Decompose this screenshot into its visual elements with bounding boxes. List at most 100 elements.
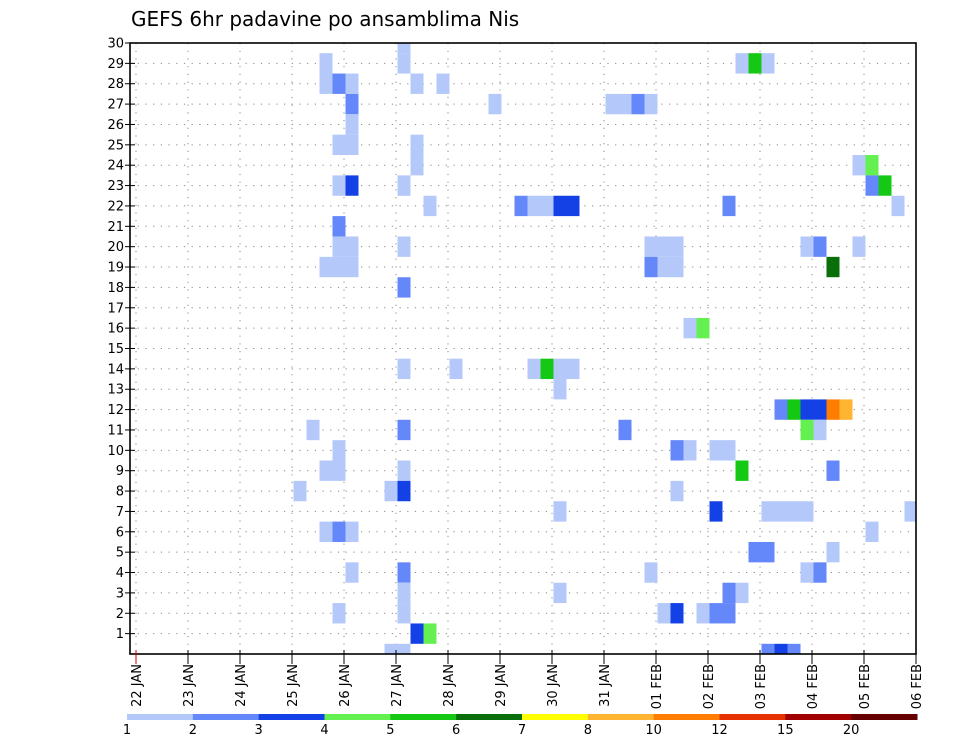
precip-cell bbox=[423, 623, 437, 644]
y-tick-label: 15 bbox=[107, 342, 124, 357]
precip-cell bbox=[787, 399, 801, 420]
precip-cell bbox=[761, 501, 775, 522]
precip-cell bbox=[813, 562, 827, 583]
y-tick-label: 5 bbox=[116, 546, 124, 561]
legend-swatch bbox=[192, 714, 260, 720]
precip-cell bbox=[410, 155, 424, 176]
precip-cell bbox=[345, 73, 359, 94]
precip-cell bbox=[709, 440, 723, 461]
precip-cell bbox=[800, 562, 814, 583]
precip-cell bbox=[332, 521, 346, 542]
y-tick-label: 18 bbox=[107, 281, 124, 296]
precip-cell bbox=[410, 134, 424, 156]
precip-cell bbox=[735, 460, 749, 481]
precip-cell bbox=[761, 541, 775, 563]
x-tick-label: 04 FEB bbox=[806, 664, 821, 709]
precip-cell bbox=[839, 399, 853, 420]
precip-cell bbox=[709, 603, 723, 624]
precip-cell bbox=[891, 195, 905, 217]
precip-cell bbox=[514, 195, 528, 217]
precip-cell bbox=[670, 480, 684, 502]
precip-cell bbox=[800, 501, 814, 522]
precip-cell bbox=[397, 460, 411, 481]
legend-label: 8 bbox=[584, 723, 592, 738]
precip-cell bbox=[410, 623, 424, 644]
x-tick-label: 27 JAN bbox=[390, 664, 405, 707]
precip-cell bbox=[566, 358, 580, 380]
precip-cell bbox=[748, 541, 762, 563]
precip-cell bbox=[397, 53, 411, 74]
x-tick-label: 05 FEB bbox=[858, 664, 873, 709]
legend-swatch bbox=[851, 714, 918, 720]
y-tick-label: 10 bbox=[107, 444, 124, 459]
precip-cell bbox=[553, 501, 567, 522]
precip-cell bbox=[761, 53, 775, 74]
precip-cell bbox=[618, 93, 632, 115]
precip-cell bbox=[722, 195, 736, 217]
x-tick-label: 31 JAN bbox=[598, 664, 613, 707]
legend-swatch bbox=[587, 714, 655, 720]
y-tick-label: 22 bbox=[107, 199, 124, 214]
precip-cell bbox=[865, 521, 879, 542]
precip-cell bbox=[657, 256, 671, 278]
precip-cell bbox=[904, 501, 916, 522]
precip-cell bbox=[319, 460, 333, 481]
y-tick-label: 25 bbox=[107, 138, 124, 153]
x-tick-label: 06 FEB bbox=[910, 664, 925, 709]
y-tick-label: 26 bbox=[107, 118, 124, 133]
y-tick-label: 11 bbox=[107, 423, 124, 438]
precip-cell bbox=[735, 53, 749, 74]
x-tick-label: 02 FEB bbox=[702, 664, 717, 709]
precip-cell bbox=[800, 236, 814, 257]
precip-cell bbox=[722, 603, 736, 624]
y-tick-label: 3 bbox=[116, 586, 124, 601]
y-tick-label: 16 bbox=[107, 322, 124, 337]
legend-swatch bbox=[258, 714, 325, 720]
precip-cell bbox=[709, 501, 723, 522]
y-tick-label: 13 bbox=[107, 383, 124, 398]
y-tick-label: 20 bbox=[107, 240, 124, 255]
precip-cell bbox=[332, 73, 346, 94]
y-tick-label: 23 bbox=[107, 179, 124, 194]
precip-cell bbox=[644, 236, 658, 257]
precip-cell bbox=[345, 562, 359, 583]
x-tick-label: 23 JAN bbox=[182, 664, 197, 707]
precip-cell bbox=[384, 480, 398, 502]
precip-cell bbox=[722, 582, 736, 604]
precip-cell bbox=[397, 562, 411, 583]
precip-cell bbox=[553, 195, 567, 217]
x-tick-label: 03 FEB bbox=[754, 664, 769, 709]
x-tick-label: 28 JAN bbox=[442, 664, 457, 707]
precip-cell bbox=[306, 419, 320, 441]
precip-cell bbox=[826, 399, 840, 420]
precip-cell bbox=[397, 603, 411, 624]
precip-cell bbox=[527, 195, 541, 217]
precip-cell bbox=[748, 53, 762, 74]
legend-swatch bbox=[390, 714, 457, 720]
y-tick-label: 29 bbox=[107, 57, 124, 72]
legend-label: 3 bbox=[255, 723, 263, 738]
y-tick-label: 9 bbox=[116, 464, 124, 479]
precip-cell bbox=[735, 582, 749, 604]
x-tick-label: 22 JAN bbox=[130, 664, 145, 707]
precip-cell bbox=[319, 73, 333, 94]
legend-swatch bbox=[653, 714, 720, 720]
precip-cell bbox=[553, 379, 567, 400]
legend-swatch bbox=[522, 714, 589, 720]
precip-cell bbox=[397, 43, 411, 54]
y-tick-label: 12 bbox=[107, 403, 124, 418]
precip-cell bbox=[774, 501, 788, 522]
legend-label: 7 bbox=[518, 723, 526, 738]
precip-cell bbox=[800, 419, 814, 441]
precip-cell bbox=[319, 256, 333, 278]
precip-cell bbox=[657, 236, 671, 257]
precip-cell bbox=[605, 93, 619, 115]
y-axis: 1234567891011121314151617181920212223242… bbox=[107, 37, 135, 642]
precip-cell bbox=[332, 603, 346, 624]
precip-cell bbox=[397, 175, 411, 196]
legend-swatch bbox=[456, 714, 523, 720]
x-tick-label: 29 JAN bbox=[494, 664, 509, 707]
precip-cell bbox=[345, 93, 359, 115]
precip-cell bbox=[345, 175, 359, 196]
